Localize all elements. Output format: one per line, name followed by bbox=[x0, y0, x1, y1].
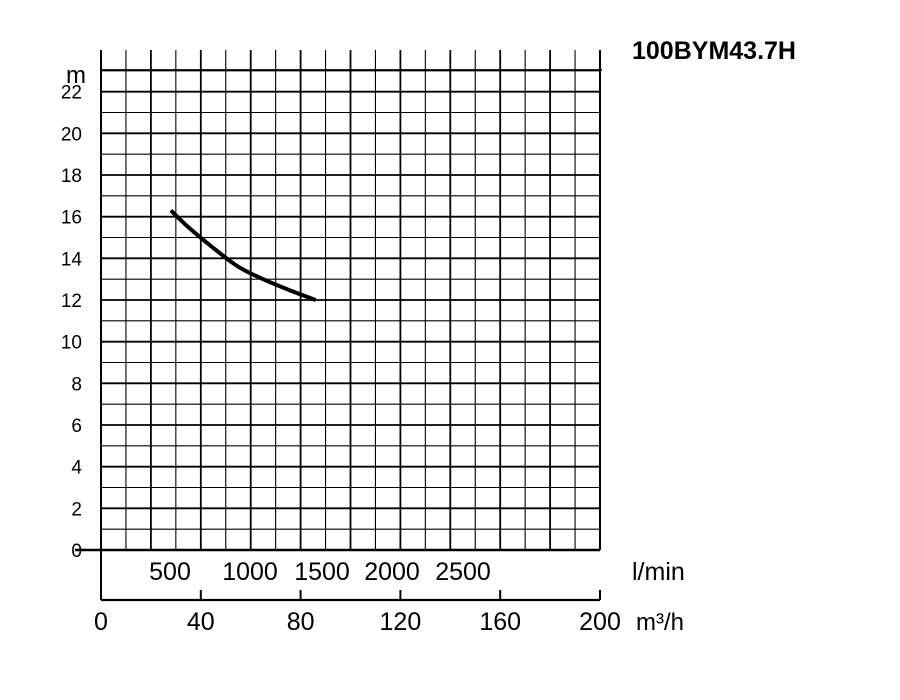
y-tick-label: 18 bbox=[61, 166, 82, 187]
series-lines bbox=[169, 208, 317, 302]
m3h-tick-labels: 0 40 80 120 160 200 bbox=[94, 608, 621, 636]
y-tick-label: 16 bbox=[61, 208, 82, 229]
y-tick-label: 2 bbox=[71, 499, 82, 520]
lmin-tick-labels: 500 1000 1500 2000 2500 bbox=[149, 558, 491, 586]
m3h-tick-label: 200 bbox=[579, 608, 621, 636]
y-tick-label: 0 bbox=[71, 541, 82, 562]
chart-title: 100BYM43.7H bbox=[632, 37, 796, 65]
lmin-tick-label: 1500 bbox=[294, 558, 350, 586]
m3h-tick-label: 80 bbox=[287, 608, 315, 636]
y-tick-label: 6 bbox=[71, 416, 82, 437]
y-tick-label: 20 bbox=[61, 124, 82, 145]
y-tick-label: 8 bbox=[71, 374, 82, 395]
plot-frame bbox=[75, 50, 601, 602]
lmin-tick-label: 1000 bbox=[222, 558, 278, 586]
m3h-tick-label: 40 bbox=[187, 608, 215, 636]
y-tick-label: 14 bbox=[61, 249, 83, 270]
y-tick-label: 22 bbox=[61, 83, 82, 104]
y-unit-label: m bbox=[66, 62, 86, 89]
y-tick-labels: 0 2 4 6 8 10 12 14 16 18 20 22 bbox=[61, 83, 83, 562]
lmin-unit-label: l/min bbox=[632, 558, 685, 586]
y-tick-label: 4 bbox=[71, 458, 82, 479]
m3h-tick-label: 120 bbox=[380, 608, 422, 636]
m3h-unit-label: m³/h bbox=[636, 609, 684, 636]
lmin-tick-label: 2000 bbox=[364, 558, 420, 586]
grid bbox=[101, 50, 602, 550]
m3h-tick-label: 0 bbox=[94, 608, 108, 636]
y-tick-label: 10 bbox=[61, 333, 82, 354]
lmin-tick-label: 500 bbox=[149, 558, 191, 586]
series-line bbox=[169, 208, 317, 302]
m3h-tick-label: 160 bbox=[479, 608, 521, 636]
lmin-tick-label: 2500 bbox=[435, 558, 491, 586]
y-tick-label: 12 bbox=[61, 291, 82, 312]
